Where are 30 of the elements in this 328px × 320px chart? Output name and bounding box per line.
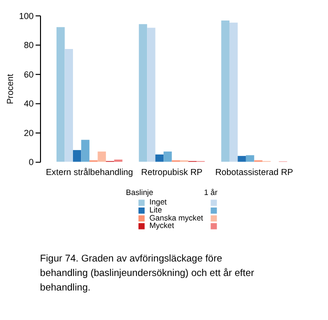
bar bbox=[64, 49, 73, 162]
bar bbox=[72, 150, 82, 162]
bar bbox=[221, 20, 230, 162]
bar bbox=[229, 22, 238, 162]
bar bbox=[98, 152, 106, 162]
y-tick-label: 60 bbox=[24, 69, 34, 80]
x-tick-label: Robotassisterad RP bbox=[215, 166, 294, 177]
legend-label: Lite bbox=[149, 206, 162, 215]
y-tick-label: 100 bbox=[19, 10, 34, 21]
x-tick-label: Extern strålbehandling bbox=[46, 166, 134, 177]
legend-label: Inget bbox=[149, 198, 168, 207]
bar bbox=[238, 156, 246, 162]
y-tick-label: 40 bbox=[24, 98, 34, 109]
bar bbox=[246, 155, 254, 162]
bar bbox=[147, 28, 156, 162]
y-tick-label: 20 bbox=[24, 128, 34, 138]
x-tick-label: Retropubisk RP bbox=[141, 166, 203, 177]
bar bbox=[81, 140, 90, 162]
bar bbox=[138, 24, 148, 162]
text: Baslinje bbox=[126, 188, 154, 197]
legend-label: Ganska mycket bbox=[149, 213, 204, 222]
y-axis-title: Procent bbox=[5, 73, 16, 104]
bar bbox=[155, 154, 164, 162]
text: 1 år bbox=[204, 188, 218, 197]
text: Figur 74. Graden av avföringsläckage före behandling (baslinjeundersökning) och ett år efter behandling. bbox=[40, 253, 255, 294]
legend-label: Mycket bbox=[149, 221, 175, 230]
y-tick-label: 80 bbox=[24, 40, 34, 50]
y-tick-label: 0 bbox=[28, 157, 34, 168]
bar bbox=[56, 27, 65, 162]
bar bbox=[164, 152, 172, 162]
